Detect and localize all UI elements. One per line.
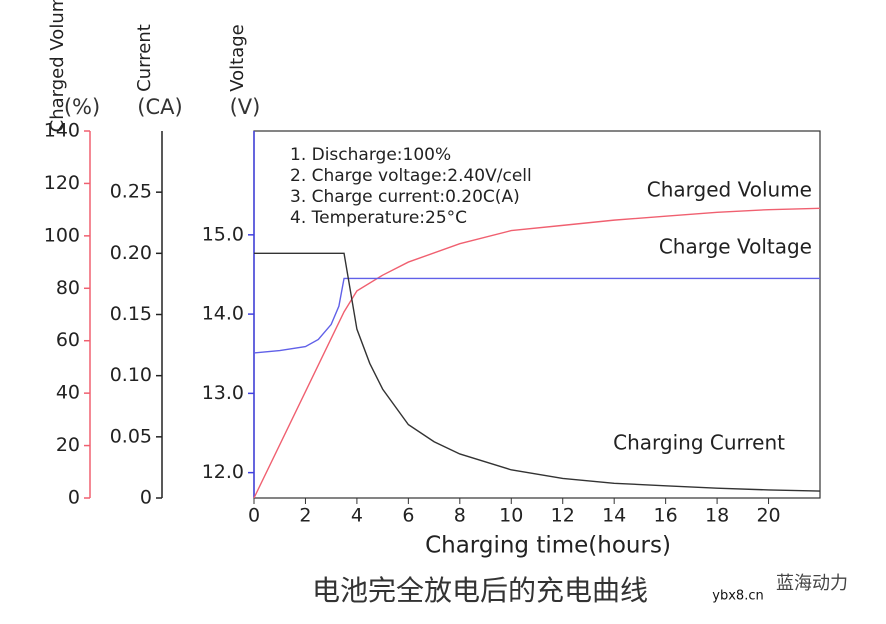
y-axis-title: Voltage	[227, 24, 248, 92]
x-tick-label: 16	[654, 505, 678, 527]
y-tick-label: 0	[140, 487, 152, 509]
y-tick-label: 0.15	[110, 303, 152, 325]
x-tick-label: 8	[454, 505, 466, 527]
y-axis-title: Charged Volume	[47, 0, 68, 132]
y-tick-label: 13.0	[202, 382, 244, 404]
y-tick-label: 20	[56, 434, 80, 456]
caption: 电池完全放电后的充电曲线	[312, 574, 648, 607]
x-tick-label: 10	[499, 505, 523, 527]
x-tick-label: 0	[248, 505, 260, 527]
series-label: Charge Voltage	[659, 235, 812, 259]
note: 1. Discharge:100%	[290, 145, 451, 165]
site: ybx8.cn	[712, 589, 763, 604]
note: 2. Charge voltage:2.40V/cell	[290, 166, 532, 186]
watermark: 蓝海动力	[776, 573, 848, 594]
series-line	[253, 277, 820, 354]
y-tick-label: 0.20	[110, 242, 152, 264]
y-tick-label: 15.0	[202, 223, 244, 245]
x-tick-label: 20	[756, 505, 780, 527]
x-tick-label: 2	[299, 505, 311, 527]
y-tick-label: 0.05	[110, 425, 152, 447]
series-label: Charged Volume	[647, 178, 812, 202]
x-tick-label: 12	[551, 505, 575, 527]
y-axis-unit: (%)	[64, 95, 100, 119]
x-tick-label: 14	[602, 505, 626, 527]
y-tick-label: 60	[56, 329, 80, 351]
y-tick-label: 100	[44, 224, 80, 246]
y-tick-label: 120	[44, 172, 80, 194]
y-axis-title: Current	[134, 24, 155, 92]
y-tick-label: 0	[68, 487, 80, 509]
x-tick-label: 4	[351, 505, 363, 527]
series-line	[253, 207, 821, 499]
note: 3. Charge current:0.20C(A)	[290, 187, 520, 207]
y-tick-label: 12.0	[202, 461, 244, 483]
y-tick-label: 40	[56, 382, 80, 404]
y-tick-label: 0.10	[110, 364, 152, 386]
note: 4. Temperature:25°C	[290, 208, 467, 228]
series-label: Charging Current	[613, 431, 785, 455]
x-tick-label: 6	[402, 505, 414, 527]
y-axis-unit: (V)	[230, 95, 261, 119]
y-tick-label: 0.25	[110, 181, 152, 203]
y-tick-label: 80	[56, 277, 80, 299]
x-axis-title: Charging time(hours)	[425, 533, 671, 559]
y-tick-label: 14.0	[202, 303, 244, 325]
y-axis-unit: (CA)	[137, 95, 182, 119]
x-tick-label: 18	[705, 505, 729, 527]
y-tick-label: 140	[44, 120, 80, 142]
series-line	[254, 252, 821, 492]
